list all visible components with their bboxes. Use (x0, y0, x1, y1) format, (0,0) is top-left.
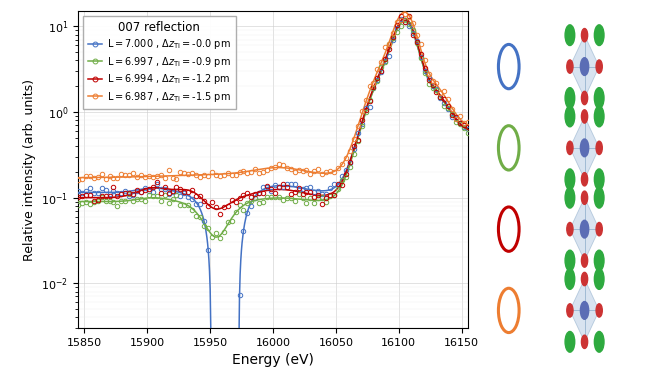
Circle shape (565, 169, 575, 190)
Circle shape (565, 25, 575, 46)
Circle shape (594, 250, 604, 271)
Circle shape (596, 141, 603, 155)
Circle shape (582, 29, 588, 42)
X-axis label: Energy (eV): Energy (eV) (232, 353, 314, 367)
Polygon shape (570, 198, 599, 261)
Circle shape (580, 302, 589, 319)
Circle shape (594, 169, 604, 190)
Circle shape (567, 222, 573, 236)
Polygon shape (570, 35, 599, 98)
Circle shape (565, 87, 575, 108)
Circle shape (565, 269, 575, 290)
Circle shape (565, 250, 575, 271)
Circle shape (582, 91, 588, 105)
Circle shape (565, 187, 575, 208)
Circle shape (565, 331, 575, 352)
Circle shape (565, 106, 575, 127)
Circle shape (594, 25, 604, 46)
Circle shape (596, 60, 603, 73)
Circle shape (580, 139, 589, 157)
Circle shape (596, 222, 603, 236)
Circle shape (594, 87, 604, 108)
Circle shape (594, 269, 604, 290)
Circle shape (567, 141, 573, 155)
Circle shape (582, 110, 588, 123)
Circle shape (594, 331, 604, 352)
Circle shape (582, 335, 588, 348)
Circle shape (596, 304, 603, 317)
Circle shape (567, 60, 573, 73)
Circle shape (580, 220, 589, 238)
Polygon shape (570, 116, 599, 179)
Circle shape (582, 254, 588, 267)
Circle shape (567, 304, 573, 317)
Circle shape (580, 58, 589, 75)
Circle shape (582, 173, 588, 186)
Circle shape (582, 272, 588, 286)
Circle shape (582, 191, 588, 204)
Y-axis label: Relative intensity (arb. units): Relative intensity (arb. units) (23, 79, 36, 261)
Polygon shape (570, 279, 599, 342)
Circle shape (594, 106, 604, 127)
Legend: L$=$7.000 , $\Delta z_{\mathregular{Ti}}$$=$-0.0 pm, L$=$6.997 , $\Delta z_{\mat: L$=$7.000 , $\Delta z_{\mathregular{Ti}}… (83, 16, 236, 109)
Circle shape (594, 187, 604, 208)
